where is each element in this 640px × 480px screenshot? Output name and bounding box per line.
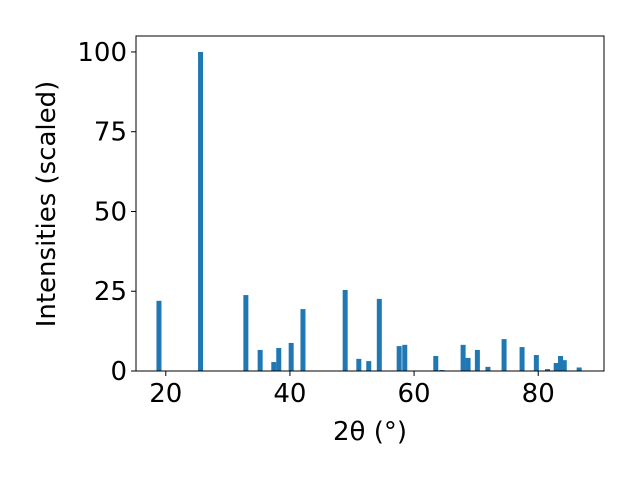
bar xyxy=(501,339,507,371)
bar xyxy=(474,349,480,371)
x-tick-label: 80 xyxy=(522,379,555,409)
bar xyxy=(376,298,382,371)
x-tick-label: 20 xyxy=(149,379,182,409)
bar xyxy=(366,361,372,371)
bar xyxy=(433,356,439,371)
y-tick-label: 100 xyxy=(77,38,127,68)
bar xyxy=(243,295,249,371)
y-tick-label: 25 xyxy=(94,277,127,307)
y-axis-label: Intensities (scaled) xyxy=(32,81,62,328)
bar xyxy=(402,344,408,371)
bar xyxy=(288,342,294,371)
y-tick-label: 75 xyxy=(94,118,127,148)
bar xyxy=(533,355,539,371)
bar xyxy=(271,362,277,371)
bar xyxy=(545,369,551,371)
bar xyxy=(553,363,559,371)
bar xyxy=(576,367,582,371)
bar xyxy=(558,356,564,371)
bar xyxy=(198,51,204,371)
bar xyxy=(485,366,491,371)
x-tick-label: 60 xyxy=(398,379,431,409)
y-tick-label: 0 xyxy=(110,357,127,387)
bar xyxy=(356,358,362,371)
bar xyxy=(156,300,162,371)
bar xyxy=(396,346,402,371)
y-tick-label: 50 xyxy=(94,197,127,227)
bar xyxy=(276,348,282,371)
bar xyxy=(460,344,466,371)
bar xyxy=(519,347,525,371)
bar xyxy=(465,357,471,371)
bar xyxy=(342,289,348,371)
bar xyxy=(257,349,263,371)
bar xyxy=(561,360,567,371)
bar xyxy=(300,309,306,371)
x-axis-label: 2θ (°) xyxy=(333,417,407,447)
plot-frame xyxy=(135,35,605,372)
x-tick-label: 40 xyxy=(273,379,306,409)
